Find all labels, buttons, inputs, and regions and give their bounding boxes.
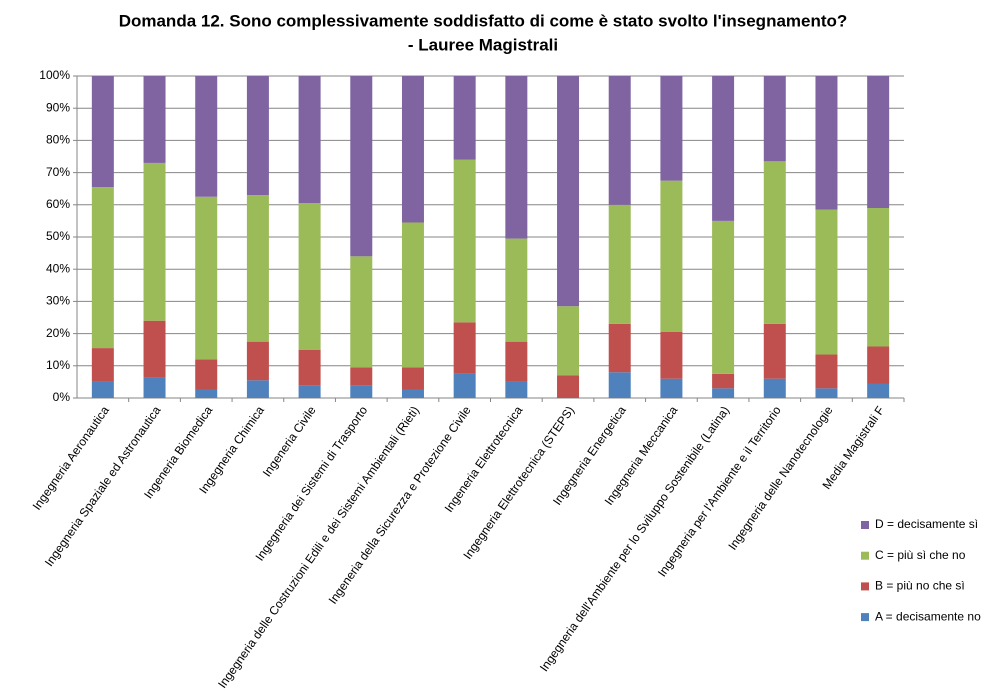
bar-segment [763, 323, 786, 379]
bar-segment [557, 76, 580, 307]
bar-segment [867, 76, 890, 209]
bar-segment [91, 187, 114, 349]
bar-segment [815, 388, 838, 398]
bar-segment [195, 76, 218, 197]
legend-swatch [861, 521, 869, 529]
bar-segment [298, 76, 321, 204]
bar-segment [350, 367, 373, 386]
bar-segment [712, 220, 735, 374]
y-tick-label: 40% [46, 261, 70, 275]
bar-segment [453, 322, 476, 374]
bar-segment [763, 76, 786, 162]
bar-segment [867, 208, 890, 347]
y-tick-label: 80% [46, 133, 70, 147]
bar-segment [298, 203, 321, 350]
bar-segment [91, 76, 114, 188]
bar-segment [505, 341, 528, 382]
bar-segment [195, 389, 218, 398]
bar-segment [763, 161, 786, 324]
bar-segment [298, 349, 321, 386]
y-tick-label: 10% [46, 358, 70, 372]
legend-label: C = più sì che no [875, 548, 966, 562]
y-tick-label: 20% [46, 326, 70, 340]
bar-segment [91, 381, 114, 398]
bar-segment [401, 389, 424, 398]
y-tick-label: 60% [46, 197, 70, 211]
bar-segment [246, 195, 269, 342]
legend-swatch [861, 582, 869, 591]
bar-segment [246, 341, 269, 381]
y-tick-label: 30% [46, 294, 70, 308]
bar-segment [608, 372, 631, 398]
bar-segment [712, 388, 735, 398]
bar-segment [143, 377, 166, 398]
bar-segment [660, 180, 683, 332]
bar-segment [91, 348, 114, 382]
bar-segment [143, 320, 166, 378]
y-tick-label: 70% [46, 165, 70, 179]
legend-swatch [861, 613, 869, 622]
bar-segment [608, 204, 631, 324]
bar-segment [815, 76, 838, 210]
bar-segment [815, 354, 838, 389]
bar-segment [195, 196, 218, 360]
bar-segment [660, 76, 683, 181]
bar-segment [350, 385, 373, 398]
chart-subtitle: - Lauree Magistrali [408, 35, 558, 54]
bar-segment [143, 162, 166, 321]
bar-segment [246, 380, 269, 398]
bar-segment [401, 222, 424, 368]
legend-label: A = decisamente no [875, 609, 981, 623]
bar-segment [195, 359, 218, 390]
bar-segment [608, 323, 631, 373]
bar-segment [815, 209, 838, 355]
bar-segment [298, 385, 321, 398]
bar-segment [453, 159, 476, 323]
bar-segment [350, 76, 373, 257]
bar-segment [453, 373, 476, 398]
y-tick-label: 100% [39, 68, 70, 82]
legend-label: B = più no che sì [875, 579, 965, 593]
bar-segment [712, 373, 735, 389]
bar-segment [557, 306, 580, 376]
bar-segment [660, 331, 683, 379]
bar-segment [401, 367, 424, 390]
bar-segment [505, 381, 528, 398]
bar-segment [505, 76, 528, 239]
legend-label: D = decisamente sì [875, 517, 978, 531]
chart-title: Domanda 12. Sono complessivamente soddis… [119, 11, 848, 30]
bar-segment [401, 76, 424, 223]
bar-segment [867, 346, 890, 384]
bar-segment [143, 76, 166, 163]
bar-segment [867, 383, 890, 398]
legend-swatch [861, 551, 869, 560]
bar-segment [712, 76, 735, 221]
bar-segment [557, 375, 580, 398]
bar-segment [246, 76, 269, 196]
bar-segment [608, 76, 631, 205]
y-tick-label: 90% [46, 100, 70, 114]
bar-segment [763, 378, 786, 398]
y-tick-label: 50% [46, 229, 70, 243]
bar-segment [660, 378, 683, 398]
bar-segment [350, 256, 373, 368]
y-tick-label: 0% [53, 390, 71, 404]
bar-segment [453, 76, 476, 160]
bar-segment [505, 238, 528, 342]
